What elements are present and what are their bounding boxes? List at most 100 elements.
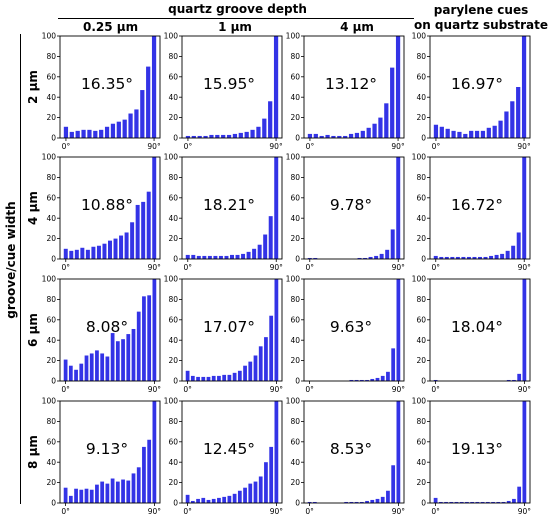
y-tick-label: 100	[286, 397, 301, 406]
histogram-bar	[516, 232, 521, 259]
x-tick-label: 90°	[392, 385, 406, 394]
y-tick-label: 20	[168, 356, 178, 365]
x-tick-label: 0°	[432, 142, 441, 151]
histogram-bar	[365, 379, 369, 381]
histogram-bar	[141, 201, 146, 259]
histogram-bar	[241, 253, 246, 259]
histogram-bar	[307, 501, 312, 503]
y-tick-label: 20	[416, 113, 426, 122]
histogram-bar	[501, 501, 506, 503]
histogram-bar	[517, 373, 522, 381]
histogram-bar	[131, 473, 136, 503]
y-tick-label: 40	[416, 336, 426, 345]
y-tick-label: 80	[290, 173, 300, 182]
y-tick-label: 40	[46, 214, 56, 223]
x-tick-label: 90°	[270, 385, 284, 394]
histogram-bar	[224, 255, 229, 259]
histogram-bar	[510, 101, 515, 138]
histogram-bar	[313, 133, 318, 138]
histogram-bar	[207, 255, 212, 259]
histogram-bar	[152, 157, 157, 259]
histogram-bar	[396, 279, 401, 381]
histogram-bar	[313, 257, 318, 259]
histogram-bar	[455, 256, 460, 259]
y-tick-label: 40	[168, 93, 178, 102]
x-tick-label: 0°	[305, 263, 314, 272]
histogram-bar	[74, 488, 78, 503]
histogram-bar	[511, 245, 516, 259]
histogram-bar	[126, 334, 131, 381]
histogram-bar	[474, 130, 480, 138]
histogram-bar	[84, 488, 89, 503]
histogram-bar	[258, 346, 263, 381]
histogram-bar	[140, 90, 145, 138]
histogram-bar	[451, 130, 456, 138]
histogram-bar	[201, 497, 206, 503]
histogram-bar	[89, 353, 94, 381]
y-tick-label: 100	[412, 397, 427, 406]
column-header-4um: 4 µm	[340, 20, 374, 34]
histogram-bar	[79, 489, 84, 503]
histogram-bar	[457, 131, 462, 138]
y-tick-label: 0	[295, 134, 300, 143]
axes-frame	[181, 156, 283, 260]
histogram-bar	[100, 353, 105, 381]
histogram-bar	[438, 501, 443, 503]
histogram-bar	[354, 501, 359, 503]
histogram-bar	[221, 134, 226, 138]
y-tick-label: 60	[290, 315, 300, 324]
histogram-bar	[390, 67, 395, 138]
angle-annotation: 10.88°	[81, 196, 133, 214]
histogram-bar	[146, 191, 151, 259]
histogram-bar	[264, 462, 268, 503]
y-tick-label: 100	[42, 153, 57, 162]
histogram-bar	[121, 339, 125, 381]
histogram-bar	[264, 337, 268, 381]
histogram-bar	[312, 501, 317, 503]
histogram-bar	[496, 501, 501, 503]
y-tick-label: 20	[416, 478, 426, 487]
histogram-bar	[248, 483, 253, 503]
histogram-bar	[512, 379, 516, 381]
histogram-bar	[74, 369, 78, 381]
axes-frame	[181, 35, 283, 139]
histogram-bar	[380, 375, 385, 381]
histogram-bar	[104, 126, 110, 138]
angle-annotation: 12.45°	[203, 440, 255, 458]
histogram-bar	[238, 132, 243, 138]
histogram-bar	[232, 372, 237, 381]
histogram-bar	[378, 117, 383, 138]
histogram-bar	[521, 36, 527, 138]
histogram-bar	[110, 333, 115, 381]
histogram-bar	[211, 498, 216, 503]
histogram-bar	[244, 131, 249, 138]
histogram-bar	[439, 256, 444, 259]
histogram-bar	[190, 375, 195, 381]
angle-annotation: 18.21°	[203, 196, 255, 214]
y-tick-label: 40	[290, 93, 300, 102]
y-tick-label: 60	[416, 193, 426, 202]
histogram-bar	[110, 123, 116, 138]
y-tick-label: 80	[416, 295, 426, 304]
histogram-bar	[105, 356, 110, 381]
y-tick-label: 0	[295, 255, 300, 264]
histogram-bar	[375, 377, 380, 381]
depth-header-rule	[58, 18, 414, 19]
histogram-bar	[232, 133, 238, 138]
y-tick-label: 0	[421, 255, 426, 264]
histogram-bar	[263, 234, 268, 259]
histogram-panel: 0 20 40 60 80 100 0° 90° 18.21°	[164, 153, 283, 272]
histogram-bar	[96, 245, 101, 259]
histogram-bar	[486, 127, 491, 138]
y-tick-label: 80	[46, 173, 56, 182]
histogram-bar	[506, 500, 511, 503]
histogram-bar	[274, 279, 279, 381]
histogram-bar	[252, 248, 257, 259]
histogram-bar	[380, 496, 385, 503]
histogram-bar	[232, 493, 237, 503]
histogram-bar	[190, 500, 195, 503]
histogram-bar	[461, 256, 466, 259]
histogram-bar	[203, 135, 208, 138]
y-tick-label: 80	[416, 417, 426, 426]
